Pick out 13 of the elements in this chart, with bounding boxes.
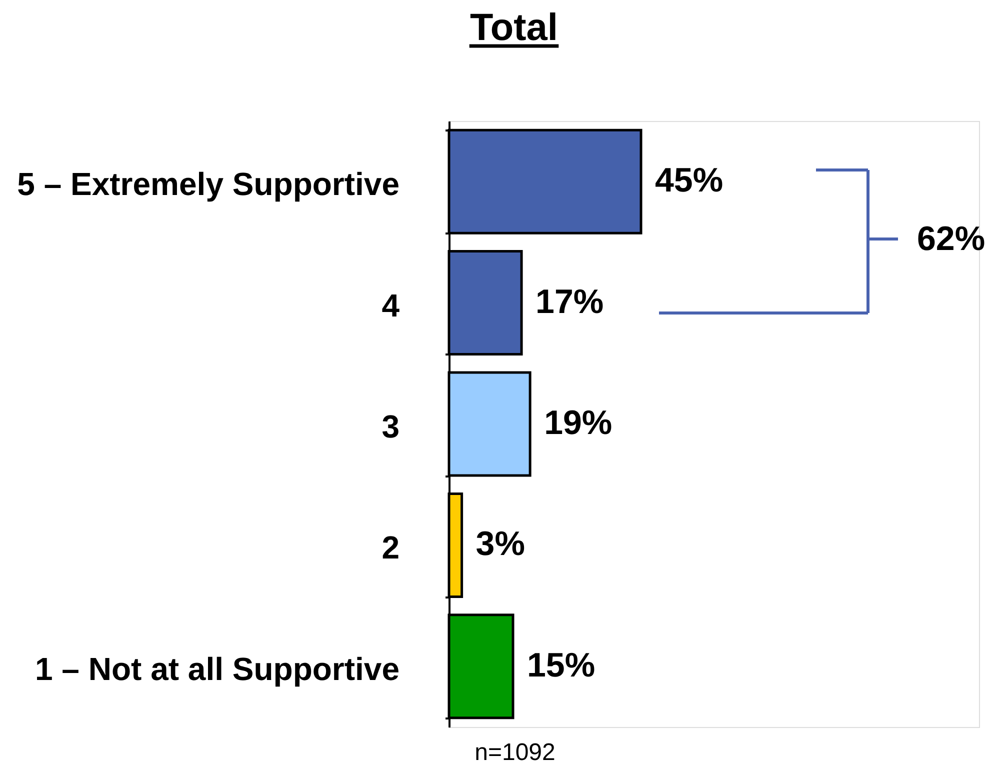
data-label: 15% [527, 646, 596, 684]
y-tick-label: 3 [382, 408, 400, 444]
data-label: 19% [544, 404, 612, 442]
data-label: 17% [536, 282, 604, 321]
y-tick-label: 5 – Extremely Supportive [17, 166, 400, 202]
y-tick-label: 1 – Not at all Supportive [34, 650, 400, 687]
text: n=1092 [474, 739, 556, 766]
data-label: 45% [655, 162, 724, 200]
y-tick-label: 4 [382, 287, 400, 324]
data-label: 3% [476, 525, 525, 564]
y-tick-label: 2 [382, 530, 400, 566]
text: 62% [917, 220, 986, 258]
chart-title: Total [470, 7, 558, 49]
